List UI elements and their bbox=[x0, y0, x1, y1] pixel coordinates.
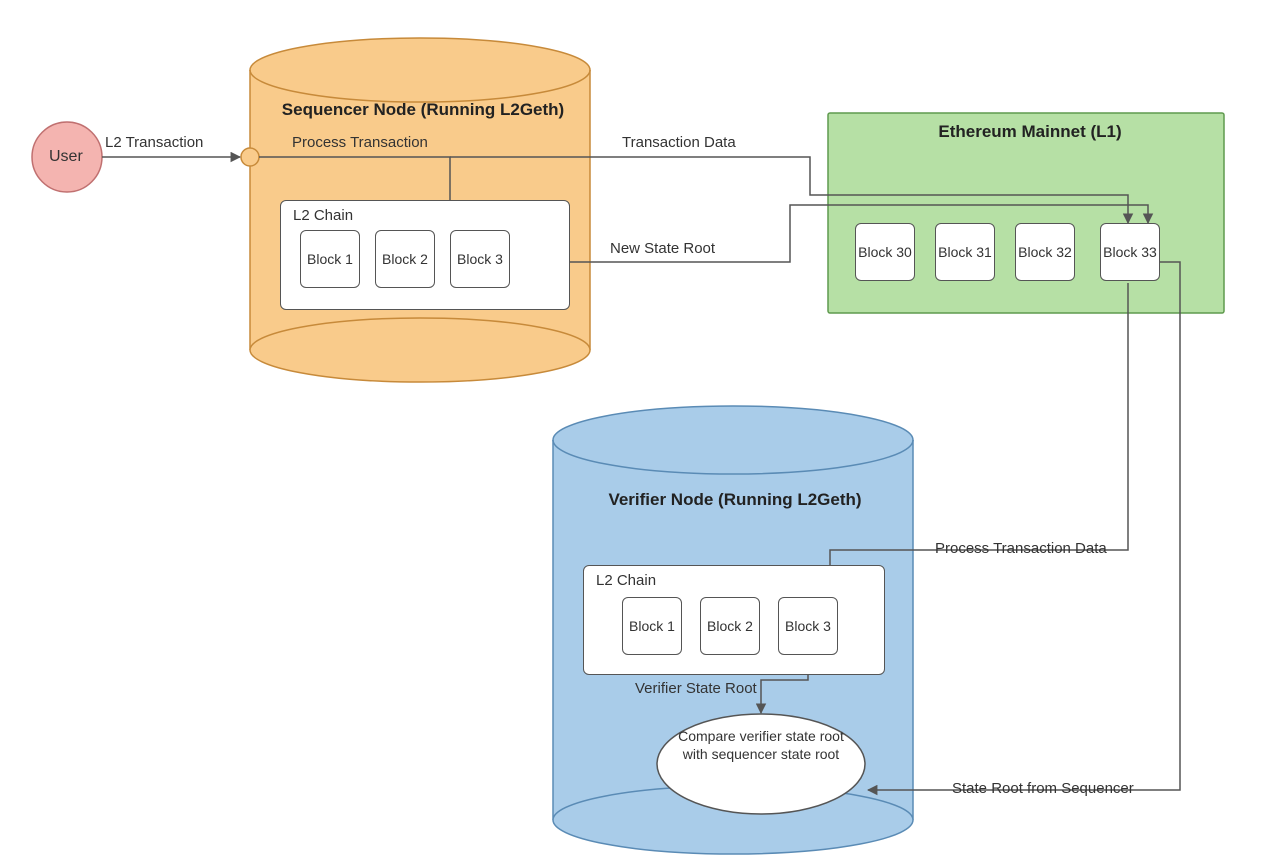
edge-label-transaction-data: Transaction Data bbox=[622, 134, 736, 151]
diagram-canvas: User L2 Transaction Process Transaction … bbox=[0, 0, 1279, 863]
edge-state-root-from-sequencer bbox=[868, 262, 1180, 790]
sequencer-block-2: Block 2 bbox=[375, 230, 435, 288]
edge-label-new-state-root: New State Root bbox=[610, 240, 715, 257]
edge-label-l2-transaction: L2 Transaction bbox=[105, 134, 203, 151]
sequencer-block-3: Block 3 bbox=[450, 230, 510, 288]
ethereum-block-33: Block 33 bbox=[1100, 223, 1160, 281]
user-label: User bbox=[49, 148, 83, 166]
edge-label-state-root-seq: State Root from Sequencer bbox=[952, 780, 1134, 797]
verifier-block-3: Block 3 bbox=[778, 597, 838, 655]
edge-label-process-transaction: Process Transaction bbox=[292, 134, 428, 151]
verifier-block-2: Block 2 bbox=[700, 597, 760, 655]
sequencer-block-1: Block 1 bbox=[300, 230, 360, 288]
edge-label-verifier-state-root: Verifier State Root bbox=[635, 680, 757, 697]
compare-text: Compare verifier state root with sequenc… bbox=[671, 728, 851, 763]
ethereum-block-31: Block 31 bbox=[935, 223, 995, 281]
verifier-l2-chain-label: L2 Chain bbox=[596, 572, 656, 589]
sequencer-title: Sequencer Node (Running L2Geth) bbox=[278, 100, 568, 120]
ethereum-block-32: Block 32 bbox=[1015, 223, 1075, 281]
verifier-block-1: Block 1 bbox=[622, 597, 682, 655]
edge-label-process-tx-data: Process Transaction Data bbox=[935, 540, 1107, 557]
sequencer-entry-node bbox=[241, 148, 259, 166]
verifier-title: Verifier Node (Running L2Geth) bbox=[590, 490, 880, 510]
ethereum-block-30: Block 30 bbox=[855, 223, 915, 281]
ethereum-title: Ethereum Mainnet (L1) bbox=[890, 122, 1170, 142]
sequencer-l2-chain-label: L2 Chain bbox=[293, 207, 353, 224]
ethereum-box bbox=[828, 113, 1224, 313]
